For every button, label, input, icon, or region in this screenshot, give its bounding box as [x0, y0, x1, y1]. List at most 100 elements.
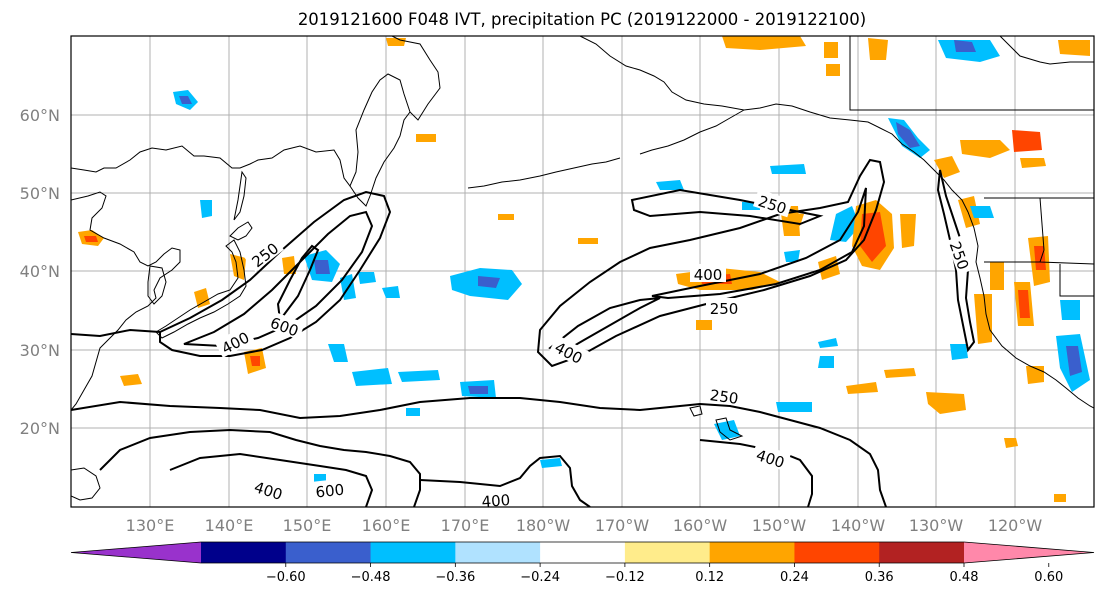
- philippines-coast: [71, 467, 101, 501]
- precip-patch: [830, 206, 860, 242]
- ivt-contour-250-south: [71, 397, 887, 507]
- colorbar-bin: [285, 542, 372, 563]
- colorbar-bin: [624, 542, 711, 563]
- lat-label: 60°N: [20, 106, 60, 125]
- ivt-contours: [71, 158, 976, 507]
- precip-patch: [1004, 438, 1018, 448]
- colorbar-tick-label: 0.12: [695, 570, 724, 585]
- colorbar-bin: [455, 542, 541, 563]
- ivt-label-400-bottom: 400: [481, 491, 511, 511]
- precip-patch: [468, 386, 488, 394]
- precip-patch: [1060, 300, 1080, 320]
- precip-patch: [1066, 346, 1082, 376]
- precip-patch: [824, 42, 838, 58]
- ivt-contour-400: [183, 210, 374, 348]
- precip-patch: [1054, 494, 1066, 502]
- japan-hokkaido-coast: [229, 221, 253, 241]
- lat-label: 30°N: [20, 341, 60, 360]
- precip-patch: [1020, 158, 1046, 168]
- precip-patch: [352, 368, 392, 386]
- ivt-contour-400-bottom: [419, 454, 591, 507]
- precip-patch: [950, 344, 968, 360]
- precip-patch: [358, 272, 376, 284]
- colorbar-tick-label: −0.60: [266, 570, 306, 585]
- precip-patch: [722, 36, 806, 50]
- ivt-label-400-ne: 400: [694, 266, 723, 284]
- colorbar-bin: [794, 542, 880, 563]
- japan-honshu-coast: [155, 239, 247, 339]
- precip-patch: [540, 458, 562, 468]
- ivt-contour-250-west: [71, 328, 161, 338]
- precip-patch: [900, 214, 916, 248]
- hawaii-island: [689, 405, 703, 417]
- alaska-canada-border: [849, 36, 1094, 111]
- lon-label: 140°E: [205, 516, 254, 535]
- alaska-peninsula-coast: [639, 109, 745, 155]
- ivt-contour-400-south-west: [99, 428, 421, 507]
- us-state-border: [1059, 264, 1094, 297]
- precip-patch: [776, 402, 812, 412]
- precip-patch: [478, 276, 500, 288]
- ivt-contour-labels: 250 600 400 400 250 400 250 250 250 400 …: [214, 189, 976, 511]
- ivt-contour-250-ne: [630, 188, 824, 226]
- ivt-label-250-ne-lower: 250: [710, 300, 739, 318]
- lon-label: 140°W: [831, 516, 886, 535]
- precip-patch: [896, 122, 920, 148]
- precip-patch: [770, 164, 806, 174]
- map-area: 250 600 400 400 250 400 250 250 250 400 …: [71, 36, 1094, 511]
- aleutian-chain: [467, 157, 621, 189]
- ivt-contour-250-central: [536, 158, 886, 368]
- precip-patch: [200, 200, 212, 218]
- ivt-contour-600-south: [169, 452, 374, 507]
- colorbar-extend-max: [964, 542, 1094, 563]
- lat-label: 20°N: [20, 419, 60, 438]
- colorbar: −0.60 −0.48 −0.36 −0.24 −0.12 0.12 0.24 0.36 0.4…: [70, 541, 1095, 585]
- precip-patch: [398, 370, 440, 382]
- precip-patch: [328, 344, 348, 362]
- colorbar-tick-label: −0.24: [520, 570, 560, 585]
- lon-label: 150°E: [283, 516, 332, 535]
- precip-patch: [970, 206, 994, 218]
- precip-patch: [954, 40, 976, 52]
- precip-patch: [960, 140, 1010, 158]
- colorbar-tick-label: 0.48: [950, 570, 979, 585]
- precip-patch: [656, 180, 684, 190]
- colorbar-outline: [70, 541, 1095, 564]
- precip-patch: [1058, 40, 1090, 56]
- sakhalin-coast: [233, 170, 247, 221]
- colorbar-extend-min: [71, 542, 201, 563]
- asia-east-coast: [71, 191, 181, 411]
- precip-patch: [1012, 130, 1042, 152]
- precip-patch: [1018, 290, 1030, 318]
- precip-patch: [416, 134, 436, 142]
- latitude-labels: 60°N 50°N 40°N 30°N 20°N: [20, 106, 60, 438]
- precip-patch: [926, 392, 966, 414]
- precip-patch: [846, 382, 878, 394]
- precip-patch: [406, 408, 420, 416]
- ivt-contour-400-south-east: [699, 439, 813, 507]
- lon-label: 130°W: [909, 516, 964, 535]
- ivt-label-250-south: 250: [709, 386, 740, 408]
- precip-patch: [120, 374, 142, 386]
- precip-patch: [250, 356, 260, 366]
- ivt-contour-250: [159, 190, 392, 357]
- lon-label: 180°W: [516, 516, 571, 535]
- canada-border-north: [999, 36, 1094, 65]
- precip-patch: [314, 260, 330, 274]
- lat-label: 40°N: [20, 262, 60, 281]
- precip-patch: [974, 294, 992, 344]
- precip-patch: [84, 236, 98, 242]
- korea-coast: [147, 265, 167, 305]
- lon-label: 150°W: [752, 516, 807, 535]
- us-state-border: [1039, 197, 1094, 265]
- colorbar-tick-label: −0.48: [351, 570, 391, 585]
- precip-patch: [314, 474, 326, 482]
- precip-patch: [714, 420, 740, 440]
- coastlines: [71, 36, 1094, 501]
- colorbar-bin: [879, 542, 965, 563]
- precip-patch: [179, 96, 192, 104]
- precip-patch: [990, 262, 1004, 290]
- lon-label: 160°W: [673, 516, 728, 535]
- lon-label: 170°W: [595, 516, 650, 535]
- hawaii-big-island: [715, 417, 744, 441]
